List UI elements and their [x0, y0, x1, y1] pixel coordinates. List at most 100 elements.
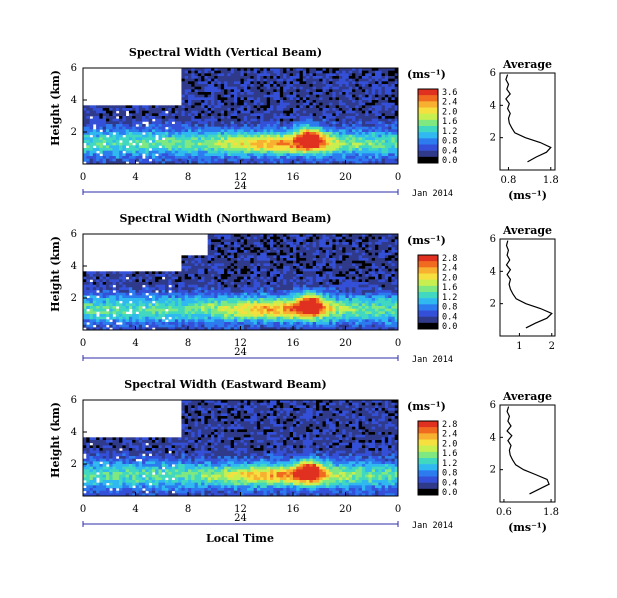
heatmap-cell [102, 314, 107, 318]
heatmap-cell [171, 287, 176, 291]
heatmap-cell [115, 156, 120, 160]
heatmap-cell [338, 148, 343, 152]
heatmap-cell [184, 68, 189, 72]
heatmap-cell [109, 311, 113, 315]
heatmap-cell [384, 161, 389, 165]
heatmap-cell [279, 236, 284, 240]
heatmap-cell [115, 271, 120, 275]
heatmap-cell [296, 110, 300, 114]
heatmap-cell [302, 303, 307, 307]
heatmap-cell [168, 150, 172, 154]
heatmap-cell [293, 126, 297, 130]
heatmap-cell [378, 97, 382, 101]
colorbar-tick-label: 0.4 [442, 146, 457, 156]
heatmap-cell [256, 97, 261, 101]
heatmap-cell [243, 314, 248, 318]
heatmap-cell [240, 316, 245, 320]
heatmap-cell [247, 132, 251, 136]
heatmap-cell [325, 140, 330, 144]
heatmap-cell [338, 156, 343, 160]
heatmap-cell [181, 92, 186, 96]
heatmap-cell [394, 86, 399, 90]
heatmap-cell [368, 68, 373, 72]
heatmap-cell [178, 292, 182, 296]
heatmap-cell [293, 303, 297, 307]
heatmap-cell [306, 94, 310, 98]
heatmap-cell [270, 250, 274, 254]
heatmap-cell [151, 271, 156, 275]
heatmap-cell [207, 129, 212, 133]
heatmap-cell [273, 92, 277, 96]
heatmap-cell [309, 137, 314, 141]
heatmap-cell [105, 295, 110, 299]
heatmap-cell [210, 78, 215, 82]
heatmap-cell [253, 292, 258, 296]
heatmap-cell [89, 150, 94, 154]
heatmap-cell [184, 97, 189, 101]
heatmap-cell [194, 161, 199, 165]
heatmap-cell [296, 142, 300, 146]
heatmap-cell [224, 263, 228, 267]
heatmap-cell [355, 89, 360, 93]
heatmap-cell [220, 295, 225, 299]
heatmap-cell [181, 255, 186, 259]
heatmap-cell [217, 260, 222, 264]
heatmap-cell [178, 319, 182, 323]
heatmap-cell [145, 298, 150, 302]
heatmap-cell [247, 97, 251, 101]
heatmap-cell [204, 314, 209, 318]
heatmap-cell [237, 271, 241, 275]
heatmap-cell [296, 250, 300, 254]
heatmap-cell [83, 126, 87, 130]
heatmap-cell [148, 108, 153, 112]
heatmap-cell [289, 290, 294, 294]
heatmap-cell [332, 158, 337, 162]
heatmap-cell [283, 271, 287, 275]
heatmap-cell [394, 156, 399, 160]
heatmap-cell [361, 92, 366, 96]
heatmap-cell [224, 89, 228, 93]
heatmap-cell [270, 263, 274, 267]
heatmap-cell [263, 100, 268, 104]
heatmap-cell [286, 287, 291, 291]
heatmap-cell [240, 308, 245, 312]
heatmap-cell [368, 137, 373, 141]
heatmap-cell [299, 142, 304, 146]
heatmap-cell [276, 92, 281, 96]
heatmap-cell [142, 116, 146, 120]
heatmap-cell [306, 263, 310, 267]
heatmap-cell [99, 161, 104, 165]
heatmap-cell [194, 108, 199, 112]
heatmap-cell [315, 84, 320, 88]
heatmap-cell [204, 76, 209, 80]
heatmap-cell [391, 140, 396, 144]
heatmap-cell [348, 153, 353, 157]
heatmap-cell [250, 260, 255, 264]
heatmap-cell [115, 113, 120, 117]
heatmap-cell [99, 324, 104, 328]
heatmap-cell [247, 153, 251, 157]
heatmap-cell [145, 129, 150, 133]
heatmap-cell [240, 300, 245, 304]
heatmap-cell [286, 105, 291, 109]
heatmap-cell [371, 97, 376, 101]
heatmap-cell [266, 78, 271, 82]
heatmap-cell [273, 89, 277, 93]
heatmap-cell [247, 266, 251, 270]
heatmap-cell [145, 316, 150, 320]
heatmap-cell [181, 156, 186, 160]
heatmap-cell [263, 145, 268, 149]
heatmap-cell [250, 258, 255, 262]
heatmap-cell [319, 161, 323, 165]
heatmap-cell [306, 158, 310, 162]
heatmap-cell [240, 242, 245, 246]
heatmap-cell [217, 68, 222, 72]
heatmap-cell [240, 161, 245, 165]
heatmap-cell [256, 118, 261, 122]
heatmap-cell [237, 234, 241, 238]
heatmap-cell [220, 118, 225, 122]
heatmap-cell [178, 140, 182, 144]
heatmap-cell [283, 113, 287, 117]
heatmap-cell [253, 113, 258, 117]
heatmap-cell [388, 140, 392, 144]
